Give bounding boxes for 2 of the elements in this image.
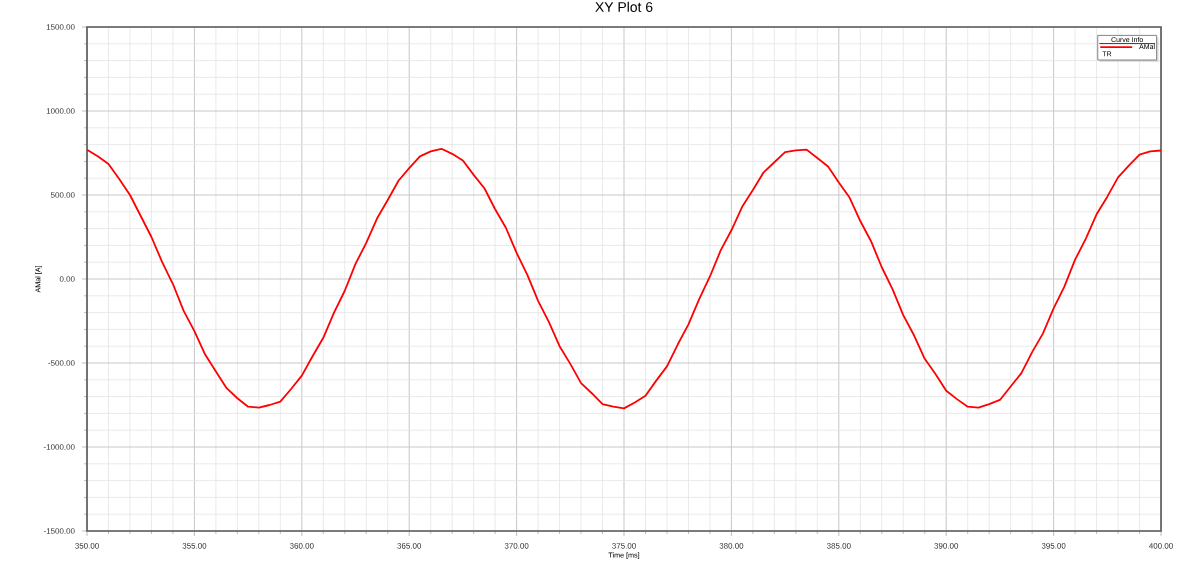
line-series (87, 147, 1162, 410)
chart-title: XY Plot 6 (595, 1, 653, 12)
